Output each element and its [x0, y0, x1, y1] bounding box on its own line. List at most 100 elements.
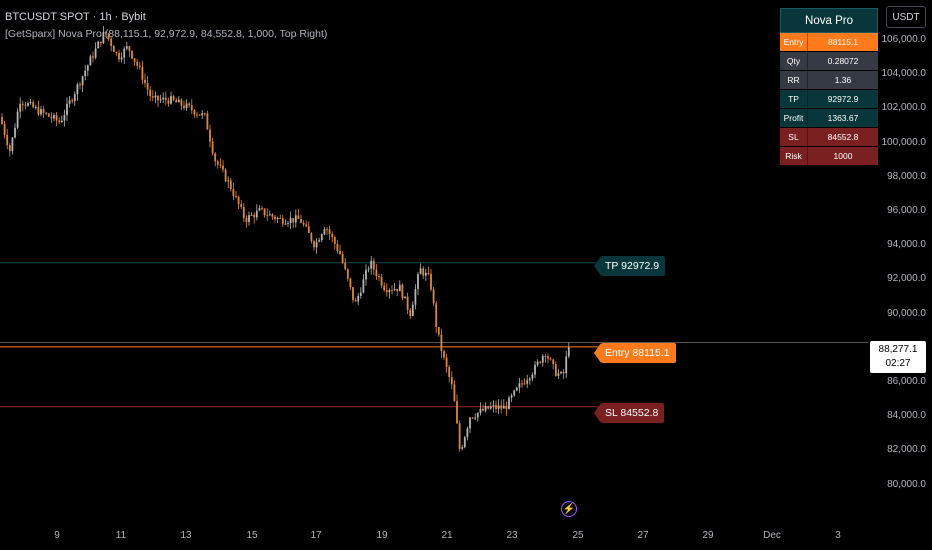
candle-body [24, 104, 27, 106]
sl-label: SL 84552.8 [593, 403, 665, 423]
candle-body [565, 356, 568, 374]
candle-body [167, 100, 170, 104]
table-title: Nova Pro [780, 8, 878, 33]
price-tick: 98,000.0 [887, 170, 926, 182]
candle-body [235, 196, 237, 198]
lightning-icon[interactable]: ⚡ [561, 501, 577, 517]
candle-body [245, 218, 248, 222]
candle-body [313, 241, 315, 248]
candle-body [281, 218, 284, 224]
time-tick: 23 [506, 530, 518, 541]
candle-body [427, 272, 430, 274]
table-row-tp: TP 92972.9 [780, 90, 878, 109]
candle-body [370, 260, 373, 269]
candle-body [157, 95, 159, 101]
candle-body [362, 279, 365, 293]
candle-body [385, 290, 388, 293]
candle-body [497, 405, 500, 409]
candle-body [391, 290, 393, 292]
price-tick: 86,000.0 [887, 376, 926, 387]
candle-body [180, 99, 183, 106]
candle-body [214, 153, 217, 162]
candle-body [289, 218, 292, 224]
candle-body [73, 94, 76, 102]
candle-body [198, 114, 201, 116]
price-tick: 96,000.0 [887, 205, 926, 216]
candle-body [216, 161, 219, 165]
symbol-title[interactable]: BTCUSDT SPOT · 1h · Bybit [5, 11, 146, 23]
candle-body [554, 364, 557, 376]
candle-body [8, 145, 11, 152]
candle-body [479, 408, 482, 413]
candle-body [489, 406, 492, 409]
candle-body [159, 99, 162, 101]
time-axis[interactable]: 9 11 13 15 17 19 21 23 25 27 29 Dec 3 [0, 520, 868, 550]
candle-body [188, 103, 191, 106]
candle-body [430, 273, 432, 290]
candle-body [97, 41, 100, 49]
price-tick: 104,000.0 [881, 68, 927, 80]
candle-body [453, 384, 456, 402]
candle-body [29, 102, 32, 104]
candle-body [151, 96, 154, 98]
candle-body [237, 196, 240, 205]
candle-body [326, 229, 328, 231]
candle-body [336, 243, 339, 251]
candle-body [16, 111, 19, 128]
candle-body [255, 210, 258, 218]
price-tick: 84,000.0 [887, 410, 926, 422]
candle-body [375, 269, 378, 277]
current-price-tag: 88,277.1 02:27 [870, 341, 926, 373]
candle-body [396, 288, 399, 292]
candle-body [211, 141, 214, 154]
candle-body [500, 405, 503, 409]
currency-button[interactable]: USDT [886, 6, 926, 28]
candle-body [128, 46, 131, 51]
candle-body [68, 100, 71, 104]
candle-body [79, 84, 81, 86]
candle-body [86, 65, 89, 71]
indicator-legend[interactable]: [GetSparx] Nova Pro (88,115.1, 92,972.9,… [5, 28, 328, 40]
candle-body [432, 289, 435, 304]
candle-body [229, 180, 232, 190]
price-tick: 90,000.0 [887, 307, 926, 319]
candle-body [346, 269, 349, 279]
row-label: Risk [785, 151, 802, 161]
candle-body [224, 169, 227, 182]
candle-body [549, 358, 552, 360]
candle-body [149, 89, 152, 97]
candle-body [99, 41, 102, 44]
candle-body [515, 387, 518, 391]
candle-body [232, 189, 235, 197]
candle-body [21, 103, 24, 105]
candle-body [110, 38, 113, 46]
candle-body [276, 217, 279, 220]
price-chart[interactable] [0, 0, 868, 520]
row-value: 1.36 [807, 71, 878, 89]
candle-body [19, 103, 22, 112]
candle-body [466, 428, 469, 438]
candle-body [60, 120, 63, 123]
table-row-profit: Profit 1363.67 [780, 109, 878, 128]
candle-body [125, 46, 128, 49]
candle-body [94, 48, 97, 58]
time-tick: 25 [572, 530, 584, 541]
candle-body [240, 204, 243, 207]
candle-body [141, 66, 144, 80]
candle-body [502, 405, 505, 409]
time-tick: 11 [115, 530, 127, 541]
candle-body [253, 214, 256, 218]
candle-body [523, 383, 526, 385]
candle-body [344, 262, 347, 270]
candle-body [448, 366, 451, 378]
candle-body [37, 106, 40, 115]
candle-body [307, 226, 310, 234]
nova-pro-table: Nova Pro Entry 88115.1 Qty 0.28072 RR 1.36 TP 9… [780, 8, 878, 166]
candle-body [401, 284, 404, 299]
candle-body [331, 233, 334, 238]
candle-body [424, 272, 427, 276]
candle-body [133, 58, 136, 62]
candle-body [521, 383, 523, 385]
price-tick: 94,000.0 [887, 239, 926, 251]
time-tick: Dec [763, 530, 781, 541]
